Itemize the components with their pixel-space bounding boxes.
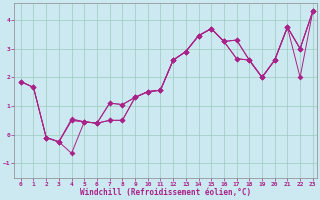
X-axis label: Windchill (Refroidissement éolien,°C): Windchill (Refroidissement éolien,°C)	[80, 188, 251, 197]
